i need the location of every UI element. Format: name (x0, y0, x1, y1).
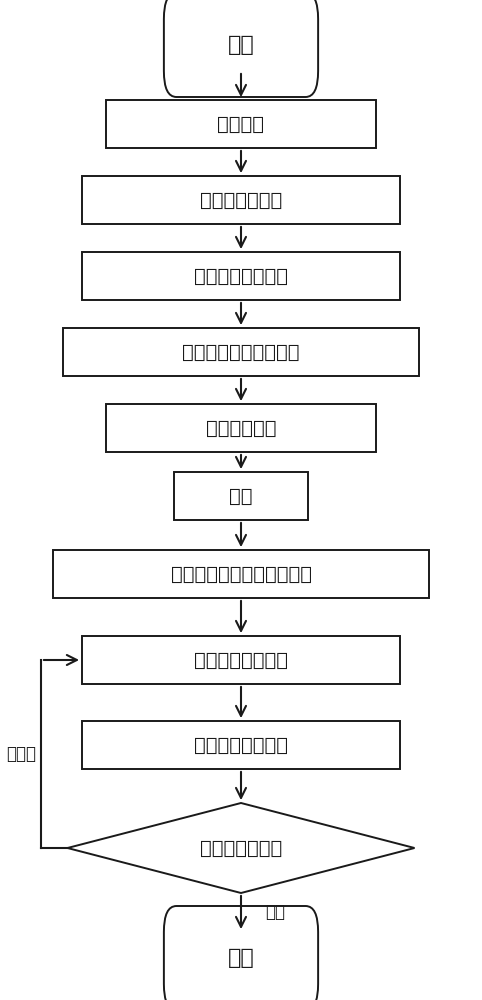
Text: 编码: 编码 (229, 487, 253, 506)
FancyBboxPatch shape (164, 906, 318, 1000)
Text: 载入数据: 载入数据 (217, 114, 265, 133)
Text: 未收敛: 未收敛 (6, 745, 36, 763)
Text: 开始: 开始 (228, 35, 254, 55)
Text: 收敛: 收敛 (265, 904, 285, 922)
FancyBboxPatch shape (82, 721, 400, 769)
Polygon shape (67, 803, 415, 893)
Text: 配电网拓扑分析: 配电网拓扑分析 (200, 190, 282, 210)
FancyBboxPatch shape (53, 550, 429, 598)
Text: 计算节点电压矩阵: 计算节点电压矩阵 (194, 736, 288, 754)
FancyBboxPatch shape (106, 404, 376, 452)
Text: 计算节点注入电流: 计算节点注入电流 (194, 650, 288, 670)
Text: 完成: 完成 (228, 948, 254, 968)
Text: 处理平衡节点: 处理平衡节点 (206, 418, 276, 438)
FancyBboxPatch shape (164, 0, 318, 97)
FancyBboxPatch shape (106, 100, 376, 148)
Text: 构建节点导纳矩阵: 构建节点导纳矩阵 (194, 266, 288, 286)
FancyBboxPatch shape (82, 636, 400, 684)
FancyBboxPatch shape (63, 328, 419, 376)
Text: 建立数据结构并初始化: 建立数据结构并初始化 (182, 342, 300, 361)
FancyBboxPatch shape (174, 472, 308, 520)
FancyBboxPatch shape (82, 176, 400, 224)
FancyBboxPatch shape (82, 252, 400, 300)
Text: 分解编码后的节点导纳矩阵: 分解编码后的节点导纳矩阵 (171, 564, 311, 584)
Text: 判断收敛情况？: 判断收敛情况？ (200, 838, 282, 857)
